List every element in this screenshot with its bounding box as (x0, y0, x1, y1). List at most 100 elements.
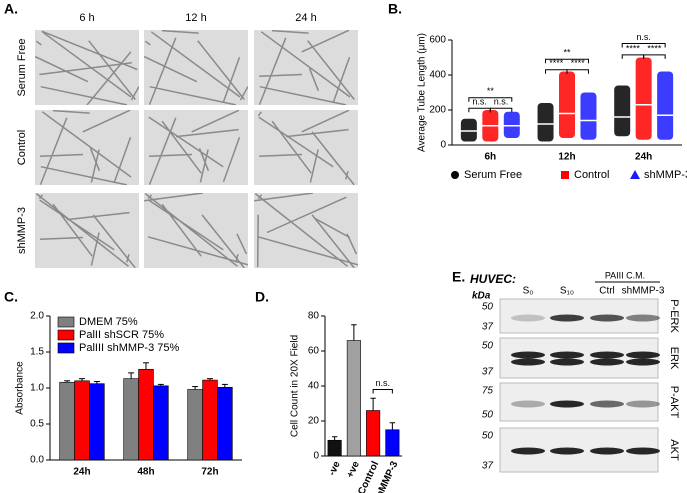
y-tick-label: 0 (313, 451, 319, 462)
bar (138, 368, 154, 461)
band (626, 314, 660, 322)
group-label: PAIII C.M. (605, 270, 645, 280)
micrograph (254, 110, 358, 185)
band (590, 351, 624, 359)
y-tick-label: 80 (308, 311, 320, 322)
significance-label: n.s. (494, 97, 509, 107)
x-tick-label: +ve (345, 459, 362, 479)
lane-label: shMMP-3 (622, 286, 665, 297)
tube-network (144, 193, 248, 268)
band (626, 358, 660, 366)
tube-network (35, 30, 139, 105)
tube-network (39, 110, 132, 185)
legend-label: DMEM 75% (79, 316, 138, 328)
tube-network (258, 30, 355, 105)
y-tick-label: 2.0 (30, 311, 44, 322)
panel-letter: A. (4, 1, 18, 17)
legend-marker (561, 171, 569, 179)
significance-label: n.s. (472, 97, 487, 107)
significance-bracket (643, 54, 666, 59)
lane-label: S₀ (523, 286, 534, 297)
band (511, 351, 545, 359)
band (590, 358, 624, 366)
panel-letter: E. (452, 269, 465, 285)
legend-marker (630, 170, 640, 179)
bar (346, 340, 361, 457)
panel-letter: B. (388, 1, 402, 17)
blot-label: AKT (668, 439, 680, 461)
panel-letter: D. (255, 289, 269, 305)
legend-label: PalII shSCR 75% (79, 329, 164, 341)
bar (327, 439, 342, 457)
point-spread (460, 118, 477, 142)
y-axis-label: Cell Count in 20X Field (290, 335, 301, 437)
column-label: 6 h (79, 12, 94, 24)
point-spread (537, 103, 554, 142)
unit-label: kDa (472, 291, 491, 302)
bar (366, 410, 381, 457)
legend-marker (451, 171, 459, 179)
significance-bracket (372, 389, 393, 394)
legend-label: shMMP-3 (644, 169, 687, 181)
significance-label: **** (647, 43, 662, 53)
band (550, 447, 584, 455)
marker-label: 50 (482, 341, 494, 352)
lane-label: Ctrl (599, 286, 615, 297)
panel-letter: C. (4, 289, 18, 305)
tube-network (254, 193, 358, 268)
marker-label: 37 (482, 367, 494, 378)
marker-label: 37 (482, 461, 494, 472)
row-label: Serum Free (16, 38, 28, 96)
point-spread (657, 71, 674, 140)
tube-network (35, 193, 136, 268)
bar (202, 379, 218, 461)
band (590, 447, 624, 455)
band (511, 314, 545, 322)
marker-label: 75 (482, 386, 494, 397)
micrograph (35, 30, 139, 105)
significance-label: n.s. (375, 378, 390, 388)
x-tick-label: 24h (73, 467, 90, 478)
column-label: 12 h (185, 12, 206, 24)
significance-label: ** (563, 48, 571, 58)
significance-label: **** (549, 58, 564, 68)
x-tick-label: 72h (201, 467, 218, 478)
bar (74, 380, 90, 461)
bar (153, 385, 169, 461)
y-tick-label: 400 (429, 70, 446, 81)
legend-swatch (57, 342, 75, 354)
bar (217, 386, 233, 461)
y-tick-label: 600 (429, 35, 446, 46)
tube-network (144, 30, 248, 105)
significance-bracket (621, 43, 666, 48)
micrograph (144, 30, 248, 105)
y-tick-label: 60 (308, 346, 320, 357)
legend-swatch (57, 329, 75, 341)
y-tick-label: 1.5 (30, 347, 44, 358)
marker-label: 50 (482, 302, 494, 313)
bar (89, 383, 105, 461)
band (550, 314, 584, 322)
band (590, 400, 624, 408)
blot-label: P-ERK (668, 299, 680, 333)
tube-network (148, 110, 241, 185)
band (550, 358, 584, 366)
bar (59, 381, 75, 461)
point-spread (614, 85, 631, 137)
tube-network (257, 110, 355, 185)
point-spread (559, 71, 575, 138)
significance-label: **** (571, 58, 586, 68)
legend-label: PalIII shMMP-3 75% (79, 342, 179, 354)
micrograph (144, 110, 248, 185)
x-tick-label: 12h (558, 152, 575, 163)
bar (123, 378, 139, 461)
y-tick-label: 0.5 (30, 419, 44, 430)
band (626, 400, 660, 408)
significance-bracket (489, 107, 513, 113)
significance-bracket (545, 58, 589, 64)
significance-label: n.s. (636, 32, 651, 42)
significance-label: **** (626, 43, 641, 53)
legend-label: Control (574, 169, 609, 181)
y-tick-label: 40 (308, 381, 320, 392)
